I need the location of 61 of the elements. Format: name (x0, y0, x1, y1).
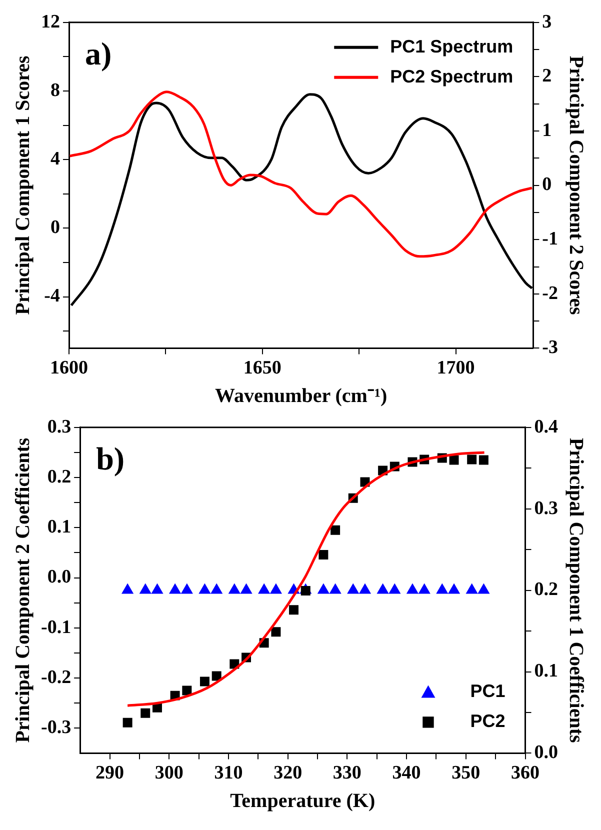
y2-tick-label: 0.3 (534, 498, 558, 519)
x-tick-label: 360 (511, 762, 540, 784)
point (200, 676, 210, 686)
y2-tick-label: 0.1 (534, 660, 558, 682)
x-tick-label: 1700 (436, 358, 475, 379)
y2-tick-label: 3 (542, 11, 552, 32)
y-tick-label: -0.3 (41, 717, 72, 738)
legend-label: PC2 (470, 711, 506, 732)
y2-tick-label: -2 (542, 282, 558, 304)
legend-label: PC2 Spectrum (390, 66, 514, 86)
point (318, 550, 328, 560)
point (122, 718, 132, 728)
x-tick-label: 1650 (243, 358, 282, 379)
x-tick-label: 320 (274, 762, 302, 784)
y2-tick-label: 0 (542, 174, 552, 196)
point (289, 605, 299, 615)
y-tick-label: 4 (50, 148, 60, 170)
y2-tick-label: 0.0 (534, 742, 558, 764)
x-tick-label: 300 (154, 762, 184, 784)
x-axis-title: Wavenumber (cm⁻¹) (215, 385, 388, 408)
x-tick-label: 350 (452, 762, 480, 784)
legend-label: PC1 Spectrum (390, 36, 514, 56)
x-tick-label: 1600 (50, 358, 88, 379)
y2-tick-label: 1 (542, 120, 552, 141)
x-tick-label: 330 (332, 762, 362, 784)
y-tick-label: 0 (50, 217, 60, 238)
y-axis-title: Principal Component 1 Scores (12, 56, 34, 315)
legend-label: PC1 (470, 681, 506, 702)
point (300, 586, 310, 596)
y-tick-label: 12 (41, 11, 60, 32)
y2-tick-label: 2 (542, 66, 552, 87)
annotation: a) (85, 36, 112, 72)
y-tick-label: 0.3 (47, 416, 72, 438)
point (212, 671, 222, 681)
y-axis-title: Principal Component 2 Coefficients (12, 438, 34, 743)
y2-tick-label: -1 (542, 228, 558, 250)
y-tick-label: -0.1 (41, 616, 72, 638)
x-tick-label: 290 (96, 762, 124, 784)
point (271, 627, 281, 637)
y2-axis-title: Principal Component 2 Scores (564, 56, 587, 316)
point (140, 708, 150, 718)
line-series (69, 90, 534, 258)
y2-tick-label: -3 (542, 337, 558, 358)
annotation: b) (96, 440, 125, 477)
point (467, 454, 477, 464)
x-axis-title: Temperature (K) (230, 790, 376, 812)
point (330, 525, 340, 535)
point (478, 455, 488, 465)
y2-tick-label: 0.2 (534, 579, 558, 600)
x-tick-label: 310 (214, 762, 243, 784)
y-tick-label: 0.1 (47, 516, 72, 538)
y2-tick-label: 0.4 (534, 416, 558, 438)
y-tick-label: 0.0 (47, 566, 72, 588)
y-tick-label: 8 (50, 80, 60, 101)
y2-axis-title: Principal Component 1 Coefficients (564, 438, 587, 743)
y-tick-label: 0.2 (47, 466, 72, 488)
point (182, 686, 192, 696)
y-tick-label: -0.2 (41, 666, 72, 688)
y-tick-label: -4 (44, 286, 60, 307)
point (449, 455, 459, 465)
x-tick-label: 340 (392, 762, 421, 784)
